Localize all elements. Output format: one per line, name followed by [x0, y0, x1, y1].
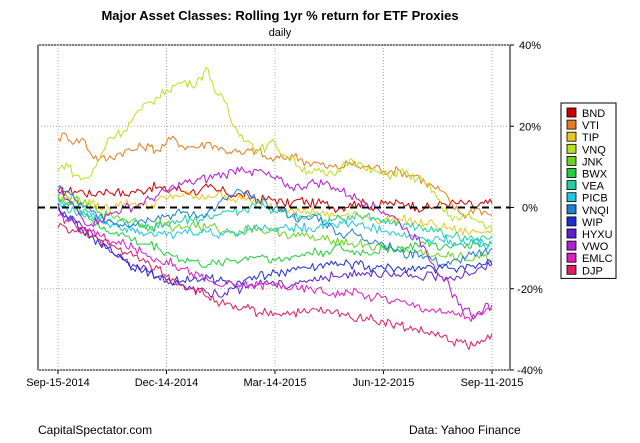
legend-swatch: [566, 228, 577, 239]
legend-label: VNQI: [582, 205, 609, 217]
legend-swatch: [566, 240, 577, 251]
legend-label: PICB: [582, 193, 608, 205]
legend-label: TIP: [582, 132, 599, 144]
legend-label: HYXU: [582, 229, 613, 241]
series-line-djp: [57, 222, 493, 351]
legend-label: EMLC: [582, 253, 613, 265]
x-tick-label: Mar-14-2015: [244, 377, 307, 389]
legend-swatch: [566, 252, 577, 263]
legend-swatch: [566, 180, 577, 191]
legend-label: DJP: [582, 265, 603, 277]
legend-swatch: [566, 143, 577, 154]
legend-swatch: [566, 119, 577, 130]
legend-swatch: [566, 216, 577, 227]
y-tick-label: -20%: [517, 284, 543, 296]
y-tick-label: 0%: [522, 203, 538, 215]
series-line-picb: [57, 202, 493, 250]
y-tick-label: -40%: [517, 365, 543, 377]
legend-swatch: [566, 107, 577, 118]
legend-label: JNK: [582, 156, 603, 168]
legend-swatch: [566, 204, 577, 215]
series-line-jnk: [57, 191, 493, 264]
series-line-vnqi: [57, 185, 493, 267]
chart-subtitle: daily: [268, 27, 292, 39]
series-line-emlc: [57, 213, 493, 322]
series-line-bwx: [57, 195, 493, 268]
series-line-vea: [57, 199, 493, 243]
chart-title: Major Asset Classes: Rolling 1yr % retur…: [101, 8, 459, 23]
legend-swatch: [566, 168, 577, 178]
legend-swatch: [566, 155, 577, 166]
x-tick-label: Sep-11-2015: [461, 377, 524, 389]
series-line-vnq: [57, 67, 493, 230]
x-tick-label: Sep-15-2014: [26, 377, 90, 389]
legend-label: BWX: [582, 169, 608, 181]
series-line-vwo: [57, 166, 493, 320]
series-line-wip: [57, 203, 493, 289]
legend-label: VEA: [582, 181, 605, 193]
y-tick-label: 20%: [519, 121, 541, 133]
y-tick-label: 40%: [519, 40, 541, 52]
series-line-vti: [57, 132, 493, 219]
footer-source-site: CapitalSpectator.com: [38, 423, 153, 437]
legend-swatch: [566, 264, 577, 275]
legend-label: VTI: [582, 120, 599, 132]
x-tick-label: Jun-12-2015: [353, 377, 415, 389]
x-tick-label: Dec-14-2014: [135, 377, 199, 389]
legend-swatch: [566, 131, 577, 142]
legend-label: BND: [582, 108, 605, 120]
series-line-bnd: [57, 181, 493, 213]
legend-label: VWO: [582, 241, 609, 253]
legend-swatch: [566, 192, 577, 203]
legend-label: WIP: [582, 217, 603, 229]
footer-data-source: Data: Yahoo Finance: [409, 423, 521, 437]
legend-label: VNQ: [582, 144, 606, 156]
